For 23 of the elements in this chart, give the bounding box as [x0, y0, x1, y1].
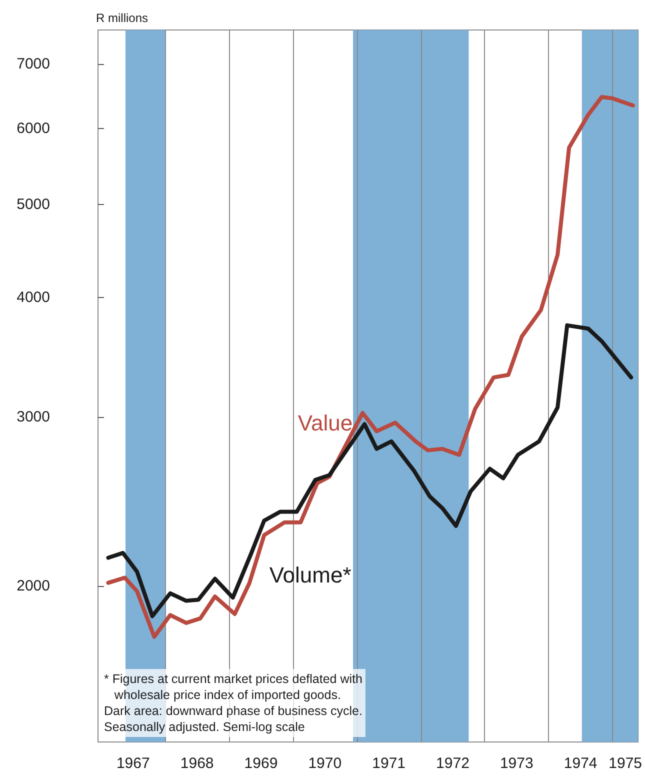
y-tick-label: 6000	[16, 120, 50, 137]
series-label: Value	[298, 410, 353, 436]
x-tick-label: 1967	[116, 755, 150, 772]
x-tick-label: 1971	[372, 755, 406, 772]
x-tick-label: 1970	[308, 755, 342, 772]
y-tick-label: 5000	[16, 196, 50, 213]
line-series	[106, 95, 635, 639]
line-series	[106, 323, 634, 618]
x-tick-label: 1972	[436, 755, 470, 772]
y-axis-title: R millions	[96, 11, 148, 25]
annotation: Dark area: downward phase of business cycle.	[104, 704, 362, 718]
x-tick-label: 1969	[244, 755, 278, 772]
x-tick-label: 1974	[564, 755, 598, 772]
annotation: Seasonally adjusted. Semi-log scale	[104, 720, 305, 734]
x-tick-label: 1968	[180, 755, 214, 772]
x-tick-label: 1973	[500, 755, 534, 772]
y-tick-label: 7000	[16, 56, 50, 73]
y-tick-label: 4000	[16, 288, 50, 306]
series-label: Volume*	[269, 562, 352, 588]
x-tick-label: 1975	[608, 755, 642, 772]
annotation: * Figures at current market prices deflated with wholesale price index of imported goods.	[104, 672, 362, 702]
y-tick-label: 3000	[16, 408, 50, 426]
y-tick-label: 2000	[16, 577, 50, 594]
